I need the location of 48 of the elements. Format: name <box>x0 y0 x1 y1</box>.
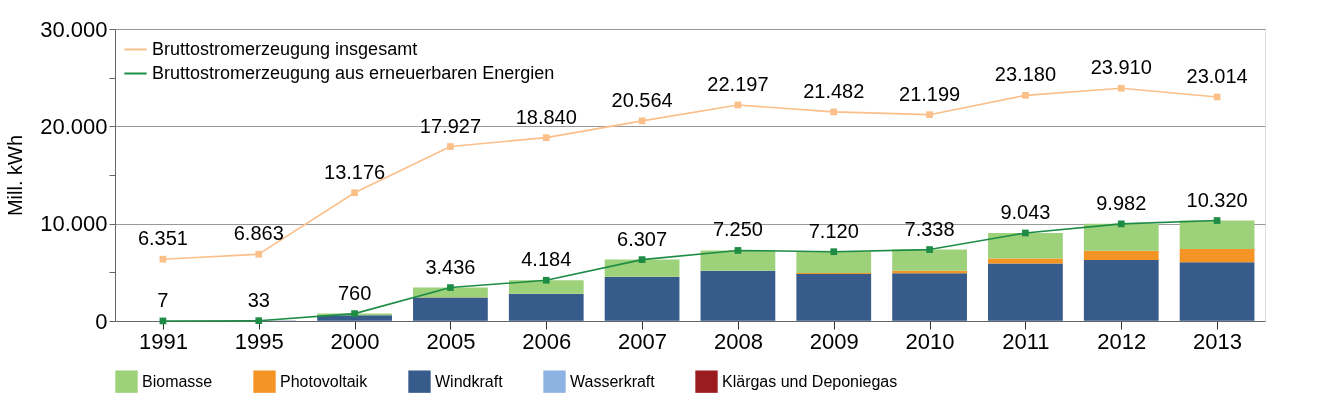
data-label: 18.840 <box>515 105 577 128</box>
data-label: 17.927 <box>419 114 481 137</box>
data-label: 7.120 <box>808 219 859 242</box>
x-tick-label: 2009 <box>809 328 859 354</box>
x-tick-label: 2013 <box>1193 328 1243 354</box>
data-label: 13.176 <box>324 160 386 183</box>
data-label: 21.482 <box>803 79 865 102</box>
y-axis-title: Mill. kWh <box>4 134 27 217</box>
data-label: 23.180 <box>994 63 1056 86</box>
data-label: 3.436 <box>425 255 476 278</box>
y-tick-label: 10.000 <box>40 211 108 237</box>
data-label: 21.199 <box>899 82 961 105</box>
x-tick-label: 2000 <box>330 328 380 354</box>
x-tick-label: 2006 <box>522 328 572 354</box>
legend-label: Windkraft <box>435 372 504 390</box>
data-label: 20.564 <box>611 88 673 111</box>
legend-label: Biomasse <box>142 372 213 390</box>
y-tick-label: 0 <box>95 308 108 334</box>
legend-label: Bruttostromerzeugung aus erneuerbaren Energien <box>152 62 555 83</box>
legend-label: Wasserkraft <box>570 372 656 390</box>
y-tick-label: 20.000 <box>40 113 108 139</box>
x-tick-label: 2010 <box>905 328 955 354</box>
data-label: 23.910 <box>1090 56 1152 79</box>
data-label: 760 <box>337 281 372 304</box>
data-label: 4.184 <box>521 248 572 271</box>
x-tick-label: 1991 <box>138 328 188 354</box>
data-label: 7 <box>157 288 169 311</box>
y-tick-label: 30.000 <box>40 16 108 42</box>
data-label: 6.307 <box>617 227 668 250</box>
data-label: 7.250 <box>712 218 763 241</box>
x-tick-label: 2005 <box>426 328 476 354</box>
legend-label: Photovoltaik <box>280 372 369 390</box>
x-tick-label: 2011 <box>1002 328 1050 354</box>
x-tick-label: 1995 <box>234 328 284 354</box>
data-label: 22.197 <box>707 72 769 95</box>
legend-label: Bruttostromerzeugung insgesamt <box>152 38 418 59</box>
legend-label: Klärgas und Deponiegas <box>722 372 898 390</box>
x-tick-label: 2007 <box>618 328 668 354</box>
data-label: 6.863 <box>233 222 284 245</box>
data-label: 9.043 <box>1000 200 1051 223</box>
data-label: 10.320 <box>1186 188 1248 211</box>
data-label: 33 <box>247 288 270 311</box>
x-tick-label: 2008 <box>713 328 763 354</box>
x-tick-label: 2012 <box>1097 328 1147 354</box>
data-label: 6.351 <box>137 227 188 250</box>
data-label: 7.338 <box>904 217 955 240</box>
data-label: 9.982 <box>1096 191 1147 214</box>
data-label: 23.014 <box>1186 65 1248 87</box>
